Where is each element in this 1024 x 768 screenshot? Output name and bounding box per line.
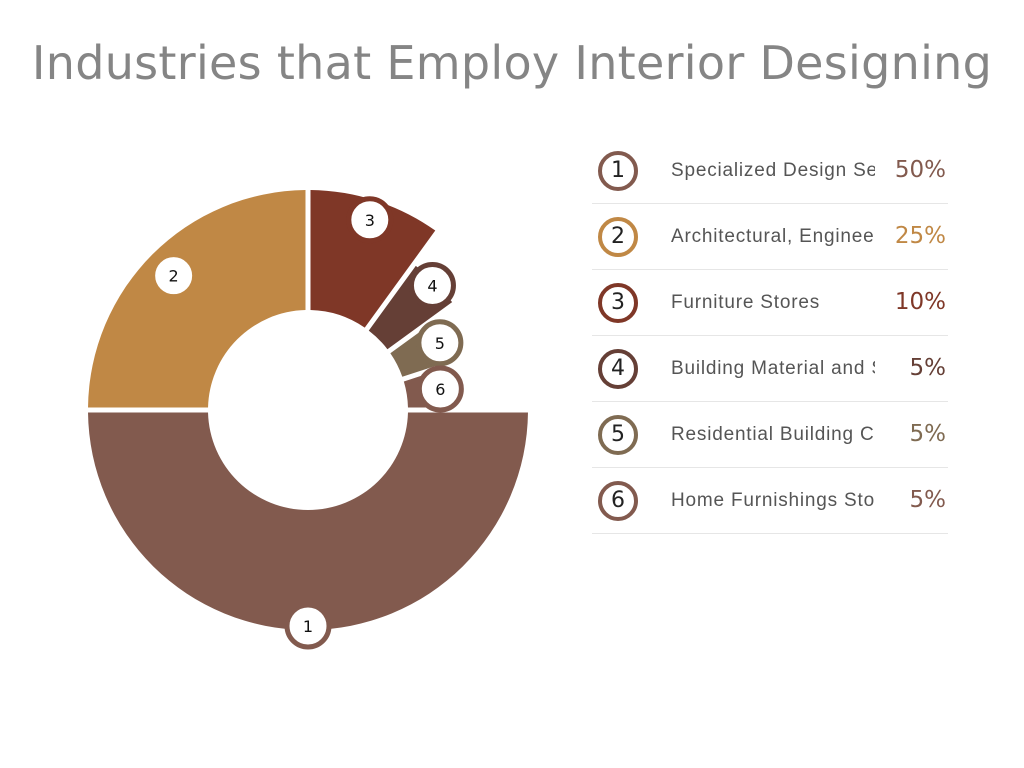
legend-number-badge: 1	[598, 151, 638, 191]
slice-badge	[284, 602, 332, 650]
slice-badge-label: 6	[435, 380, 445, 399]
legend-percentage: 5%	[909, 355, 947, 381]
legend-label: Home Furnishings Stores	[671, 490, 875, 511]
legend-label: Building Material and Supplies Dealers	[671, 358, 875, 379]
legend-row[interactable]: 2 Architectural, Engineering and Related…	[592, 204, 948, 270]
chart-title: Industries that Employ Interior Designin…	[31, 36, 993, 90]
legend-percentage: 25%	[894, 223, 946, 249]
legend-number-badge: 4	[598, 349, 638, 389]
legend: 1 Specialized Design Services 50% 2 Arch…	[592, 138, 948, 534]
legend-percentage: 10%	[894, 289, 946, 315]
donut-slice[interactable]	[310, 190, 436, 328]
legend-percentage: 50%	[894, 157, 946, 183]
slice-badge-label: 4	[427, 277, 437, 296]
legend-label: Specialized Design Services	[671, 160, 875, 181]
slice-badge	[150, 252, 198, 300]
legend-label: Residential Building Construction	[671, 424, 875, 445]
legend-percentage: 5%	[909, 421, 947, 447]
legend-label: Architectural, Engineering and Related S…	[671, 226, 875, 247]
slice-badge	[416, 365, 464, 413]
legend-row[interactable]: 3 Furniture Stores 10%	[592, 270, 948, 336]
legend-number-badge: 3	[598, 283, 638, 323]
legend-row[interactable]: 6 Home Furnishings Stores 5%	[592, 468, 948, 534]
slice-badge-label: 3	[365, 211, 375, 230]
legend-number-badge: 5	[598, 415, 638, 455]
legend-row[interactable]: 4 Building Material and Supplies Dealers…	[592, 336, 948, 402]
donut-slices	[88, 190, 528, 630]
slice-badge	[408, 262, 456, 310]
legend-number-badge: 2	[598, 217, 638, 257]
legend-row[interactable]: 5 Residential Building Construction 5%	[592, 402, 948, 468]
slice-badge	[416, 319, 464, 367]
slice-badge-label: 5	[435, 334, 445, 353]
legend-row[interactable]: 1 Specialized Design Services 50%	[592, 138, 948, 204]
slice-badge-label: 1	[303, 617, 313, 636]
slice-badge	[346, 196, 394, 244]
slice-badges: 1 2 3 4 5 6	[150, 196, 464, 650]
slice-badge-label: 2	[169, 267, 179, 286]
donut-slice[interactable]	[88, 190, 306, 408]
donut-slice[interactable]	[88, 412, 528, 630]
legend-number-badge: 6	[598, 481, 638, 521]
legend-percentage: 5%	[909, 487, 947, 513]
legend-label: Furniture Stores	[671, 292, 821, 313]
